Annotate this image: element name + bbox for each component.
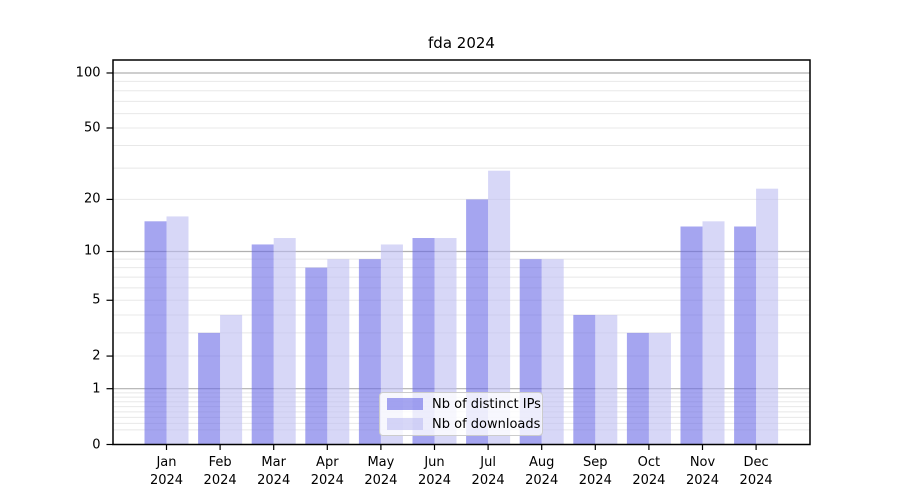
bar-distinct-ips-may	[358, 259, 381, 445]
chart-title: fda 2024	[428, 34, 495, 52]
bar-downloads-nov	[702, 221, 725, 445]
bar-downloads-aug	[541, 259, 564, 445]
x-tick-label-oct: Oct 2024	[632, 455, 666, 488]
bar-distinct-ips-oct	[626, 332, 649, 445]
bar-downloads-jul	[488, 170, 511, 445]
bar-downloads-jan	[166, 216, 189, 445]
bar-distinct-ips-mar	[251, 244, 274, 445]
x-tick-label-sep: Sep 2024	[578, 455, 612, 488]
legend-swatch-downloads	[387, 418, 423, 430]
bar-distinct-ips-apr	[305, 267, 328, 445]
bar-downloads-sep	[595, 314, 618, 445]
x-tick-label-may: May 2024	[364, 455, 398, 488]
y-tick-label-20: 20	[83, 191, 101, 207]
legend-swatch-distinct-ips	[387, 398, 423, 410]
bar-downloads-oct	[648, 332, 671, 445]
x-tick-label-nov: Nov 2024	[685, 455, 720, 488]
bar-distinct-ips-dec	[734, 226, 757, 445]
bar-downloads-dec	[756, 188, 779, 445]
y-tick-label-50: 50	[83, 120, 101, 136]
bar-distinct-ips-jan	[144, 221, 167, 445]
x-tick-label-jan: Jan 2024	[149, 455, 184, 488]
y-tick-label-10: 10	[83, 243, 101, 259]
x-tick-label-aug: Aug 2024	[525, 455, 559, 488]
x-tick-label-jul: Jul 2024	[471, 455, 505, 488]
legend-label-downloads: Nb of downloads	[432, 416, 541, 432]
bar-distinct-ips-nov	[680, 226, 703, 445]
x-tick-label-jun: Jun 2024	[417, 455, 452, 488]
y-tick-label-100: 100	[75, 65, 101, 81]
y-tick-label-1: 1	[92, 381, 101, 397]
x-tick-label-mar: Mar 2024	[257, 455, 291, 488]
bar-distinct-ips-sep	[573, 314, 596, 445]
bar-downloads-mar	[273, 238, 296, 445]
bar-downloads-apr	[327, 259, 350, 445]
y-tick-label-0: 0	[92, 437, 101, 452]
bar-downloads-feb	[220, 314, 243, 445]
y-tick-label-5: 5	[92, 292, 101, 308]
legend-item-downloads: Nb of downloads	[380, 417, 542, 432]
y-tick-label-2: 2	[92, 348, 101, 364]
legend: Nb of distinct IPs Nb of downloads	[379, 392, 543, 436]
x-tick-label-apr: Apr 2024	[310, 455, 344, 488]
axes-frame	[112, 59, 811, 446]
x-tick-label-feb: Feb 2024	[203, 455, 237, 488]
bar-distinct-ips-feb	[198, 332, 221, 445]
bar-distinct-ips-jul	[466, 199, 489, 445]
x-tick-label-dec: Dec 2024	[739, 455, 773, 488]
legend-item-distinct-ips: Nb of distinct IPs	[380, 397, 542, 412]
legend-label-distinct-ips: Nb of distinct IPs	[432, 396, 541, 412]
